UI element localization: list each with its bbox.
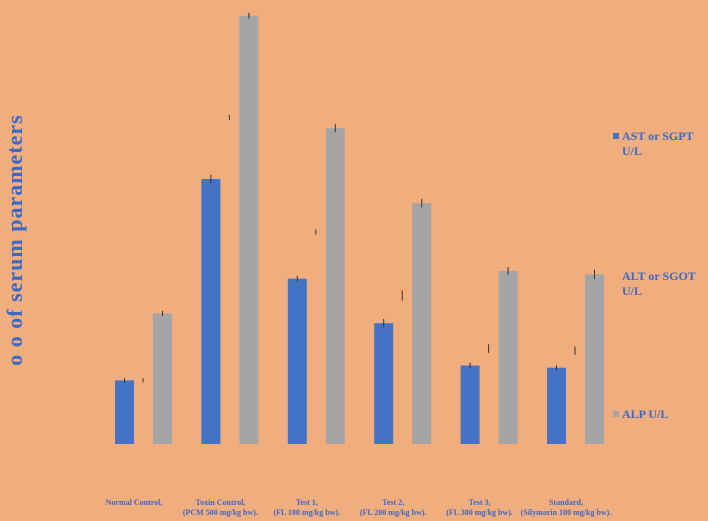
bar-ast-5 xyxy=(547,367,566,444)
legend-label-1: ALT or SGOT xyxy=(622,269,696,283)
bar-ast-3 xyxy=(374,323,394,444)
bar-alp-2 xyxy=(325,128,345,444)
y-axis-label: o o of serum parameters xyxy=(2,114,27,366)
legend-label-0: AST or SGPT xyxy=(622,129,694,143)
bar-alp-4 xyxy=(498,271,518,444)
bar-alp-1 xyxy=(239,15,259,444)
x-tick-label-1-line2: (PCM 500 mg/kg bw). xyxy=(183,508,258,517)
x-tick-label-1-line1: Toxin Control, xyxy=(196,498,246,507)
legend-label-1-unit: U/L xyxy=(622,284,642,298)
bar-alp-5 xyxy=(585,274,604,444)
legend-label-0-unit: U/L xyxy=(622,144,642,158)
bar-ast-0 xyxy=(115,380,134,444)
x-tick-label-5-line1: Standard, xyxy=(549,498,583,507)
legend-marker-2 xyxy=(613,411,619,417)
x-tick-label-4-line1: Test 3, xyxy=(469,498,491,507)
bar-ast-2 xyxy=(287,278,307,444)
x-tick-label-0-line1: Normal Control, xyxy=(106,498,163,507)
x-tick-label-3-line2: (FL 200 mg/kg bw). xyxy=(360,508,427,517)
bar-ast-4 xyxy=(460,365,480,444)
legend-label-2: ALP U/L xyxy=(622,407,668,421)
x-tick-label-2-line2: (FL 100 mg/kg bw). xyxy=(273,508,340,517)
x-tick-label-5-line2: (Silymarin 100 mg/kg bw). xyxy=(521,508,612,517)
bar-alp-0 xyxy=(153,313,172,444)
legend-marker-0 xyxy=(613,133,619,139)
x-tick-label-4-line2: (FL 300 mg/kg bw). xyxy=(446,508,513,517)
x-tick-label-3-line1: Test 2, xyxy=(382,498,404,507)
bar-alp-3 xyxy=(412,203,432,444)
bar-ast-1 xyxy=(201,179,221,444)
x-tick-label-2-line1: Test 1, xyxy=(296,498,318,507)
